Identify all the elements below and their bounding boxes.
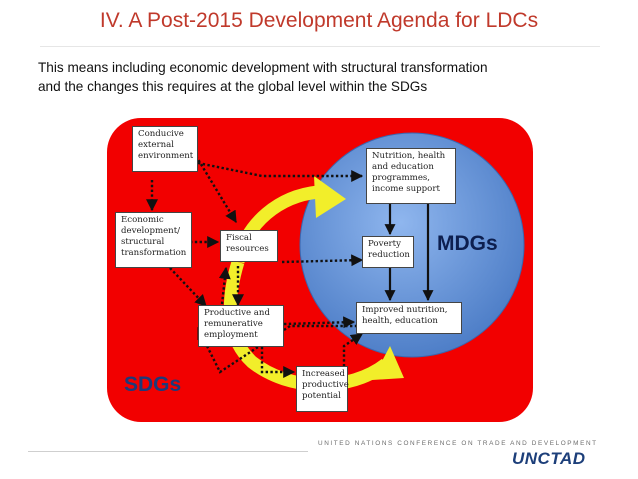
box-conducive-line-3: environment [138, 151, 194, 161]
box-economic-line-3: structural [121, 237, 165, 247]
box-productive-line-1: Productive and [204, 308, 270, 318]
box-conducive-environment: Conducive external environment [132, 126, 198, 172]
box-poverty-line-1: Poverty [368, 239, 401, 249]
title-divider [40, 46, 600, 47]
box-conducive-line-1: Conducive [138, 129, 184, 139]
box-fiscal-line-1: Fiscal [226, 233, 252, 243]
box-improved-line-1: Improved nutrition, [362, 305, 448, 315]
box-increased-line-2: productive [302, 380, 349, 390]
box-economic-line-4: transformation [121, 248, 187, 258]
slide-title: IV. A Post-2015 Development Agenda for L… [99, 9, 539, 32]
box-conducive-line-2: external [138, 140, 174, 150]
unctad-logo: UNCTAD [512, 449, 586, 468]
footer-divider [28, 451, 308, 452]
box-economic-development: Economic development/ structural transfo… [115, 212, 192, 268]
box-economic-line-2: development/ [121, 226, 181, 236]
mdgs-label: MDGs [437, 232, 498, 255]
box-increased-potential: Increased productive potential [296, 366, 349, 412]
intro-line-1: This means including economic developmen… [38, 60, 488, 75]
box-nutrition-programmes: Nutrition, health and education programm… [366, 148, 456, 204]
footer-org-name: UNITED NATIONS CONFERENCE ON TRADE AND D… [318, 440, 598, 447]
box-improved-line-2: health, education [362, 316, 438, 326]
box-improved-nutrition: Improved nutrition, health, education [356, 302, 462, 334]
box-increased-line-1: Increased [302, 369, 346, 379]
box-poverty-reduction: Poverty reduction [362, 236, 414, 268]
sdgs-label: SDGs [124, 373, 182, 396]
box-productive-line-3: employment [204, 330, 258, 340]
box-poverty-line-2: reduction [368, 250, 410, 260]
box-nutrition-line-4: income support [372, 184, 440, 194]
solid-arrows [384, 204, 434, 302]
box-nutrition-line-2: and education [372, 162, 434, 172]
box-increased-line-3: potential [302, 391, 341, 401]
intro-text: This means including economic developmen… [38, 58, 608, 96]
box-productive-line-2: remunerative [204, 319, 263, 329]
box-nutrition-line-3: programmes, [372, 173, 431, 183]
box-economic-line-1: Economic [121, 215, 164, 225]
box-fiscal-resources: Fiscal resources [220, 230, 278, 262]
intro-line-2: and the changes this requires at the glo… [38, 79, 428, 94]
box-fiscal-line-2: resources [226, 244, 269, 254]
box-nutrition-line-1: Nutrition, health [372, 151, 446, 161]
box-productive-employment: Productive and remunerative employment [198, 305, 284, 347]
